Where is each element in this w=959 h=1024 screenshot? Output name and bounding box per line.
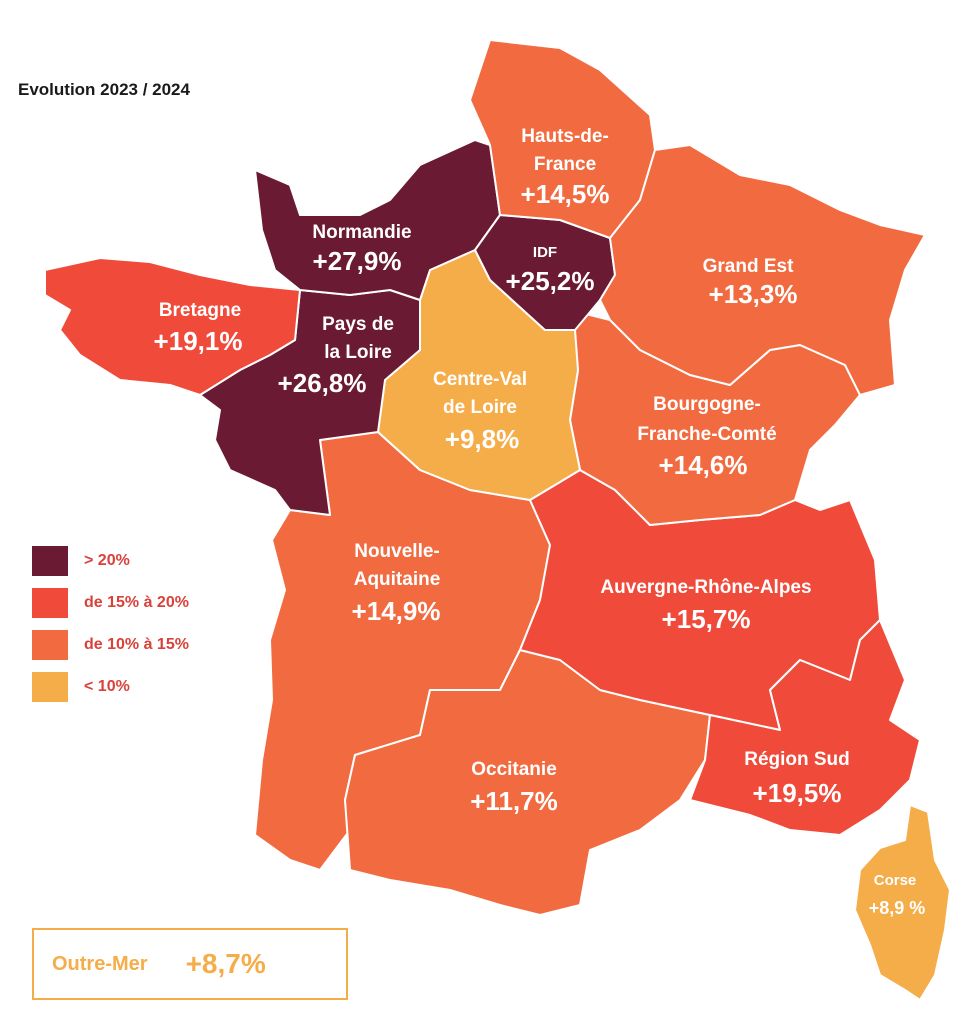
legend-item: de 10% à 15% (32, 624, 189, 666)
region-sud-value: +19,5% (753, 778, 842, 808)
legend-swatch (32, 672, 68, 702)
legend-item: < 10% (32, 666, 189, 708)
outre-mer-box: Outre-Mer +8,7% (32, 928, 348, 1000)
pays-de-la-loire-name-2: la Loire (324, 342, 392, 363)
bourgogne-name-2: Franche-Comté (637, 424, 776, 445)
pays-de-la-loire-value: +26,8% (278, 368, 367, 398)
region-sud[interactable] (689, 619, 921, 836)
bretagne-value: +19,1% (154, 326, 243, 356)
map-legend: > 20% de 15% à 20% de 10% à 15% < 10% (32, 540, 189, 708)
normandie-name: Normandie (312, 222, 411, 243)
legend-swatch (32, 546, 68, 576)
idf-name: IDF (533, 244, 557, 261)
legend-label: de 15% à 20% (84, 594, 189, 611)
auvergne-rhone-alpes-value: +15,7% (662, 604, 751, 634)
legend-label: > 20% (84, 552, 130, 569)
corse-name: Corse (874, 872, 917, 889)
map-title: Evolution 2023 / 2024 (18, 80, 190, 99)
bretagne-name: Bretagne (159, 300, 241, 321)
region-occitanie[interactable] (344, 649, 711, 916)
occitanie-name: Occitanie (471, 759, 557, 780)
region-corse[interactable] (854, 804, 951, 1001)
outre-mer-name: Outre-Mer (52, 952, 148, 975)
auvergne-rhone-alpes-name: Auvergne-Rhône-Alpes (600, 577, 811, 598)
occitanie-value: +11,7% (470, 786, 557, 816)
centre-val-de-loire-name-2: de Loire (443, 397, 517, 418)
hauts-de-france-value: +14,5% (521, 179, 610, 209)
legend-swatch (32, 630, 68, 660)
idf-value: +25,2% (506, 266, 595, 296)
centre-val-de-loire-value: +9,8% (445, 424, 519, 454)
outre-mer-value: +8,7% (185, 948, 266, 979)
centre-val-de-loire-name-1: Centre-Val (433, 369, 527, 390)
nouvelle-aquitaine-name-1: Nouvelle- (354, 541, 440, 562)
region-bretagne[interactable] (44, 257, 301, 396)
normandie-value: +27,9% (313, 246, 402, 276)
pays-de-la-loire-name-1: Pays de (322, 314, 394, 335)
hauts-de-france-name-2: France (534, 154, 596, 175)
legend-swatch (32, 588, 68, 618)
corse-value: +8,9 % (869, 898, 926, 918)
region-sud-name: Région Sud (744, 749, 850, 770)
nouvelle-aquitaine-value: +14,9% (352, 596, 441, 626)
grand-est-name: Grand Est (703, 256, 794, 277)
grand-est-value: +13,3% (709, 279, 798, 309)
bourgogne-value: +14,6% (659, 450, 748, 480)
region-grand-est[interactable] (599, 144, 926, 396)
legend-item: > 20% (32, 540, 189, 582)
legend-item: de 15% à 20% (32, 582, 189, 624)
legend-label: de 10% à 15% (84, 636, 189, 653)
nouvelle-aquitaine-name-2: Aquitaine (354, 569, 441, 590)
bourgogne-name-1: Bourgogne- (653, 394, 761, 415)
hauts-de-france-name-1: Hauts-de- (521, 126, 609, 147)
legend-label: < 10% (84, 678, 130, 695)
